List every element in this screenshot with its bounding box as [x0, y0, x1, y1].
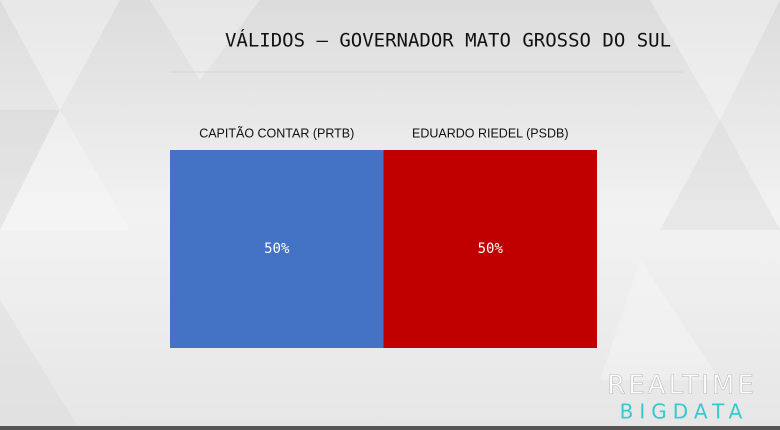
bars: CAPITÃO CONTAR (PRTB) 50% EDUARDO RIEDEL (… — [170, 126, 597, 348]
bar-segment — [170, 150, 384, 348]
legend-label: EDUARDO RIEDEL (PSDB) — [412, 126, 569, 140]
bar-segment — [383, 150, 597, 348]
value-label: 50% — [264, 241, 290, 257]
value-label: 50% — [478, 241, 504, 257]
bottom-strip — [0, 426, 780, 430]
legend-label: CAPITÃO CONTAR (PRTB) — [199, 126, 354, 140]
logo-line1: REALTIME — [607, 371, 757, 401]
logo-line2: BIGDATA — [620, 400, 749, 424]
chart-title: VÁLIDOS — GOVERNADOR MATO GROSSO DO SUL — [225, 29, 671, 52]
